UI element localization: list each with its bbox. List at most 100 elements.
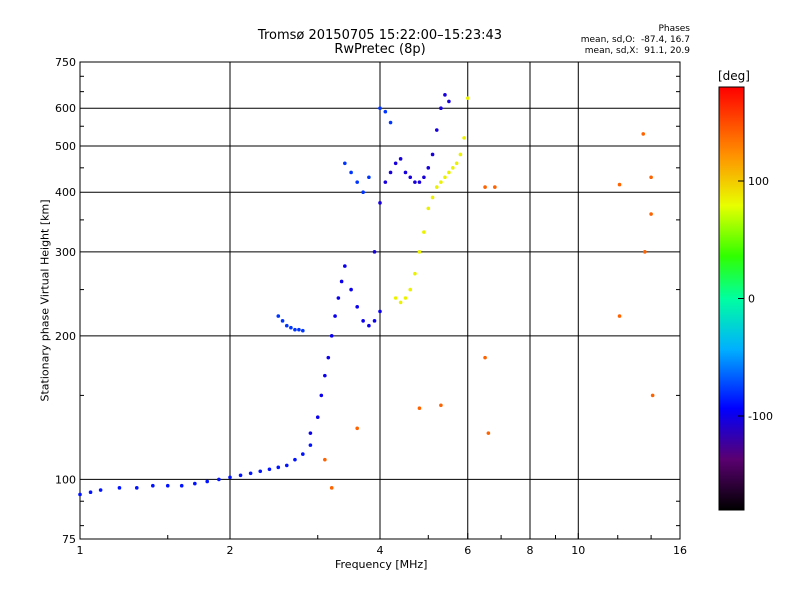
data-points: [78, 93, 655, 497]
data-point: [179, 483, 184, 488]
data-point: [315, 415, 320, 420]
data-point: [378, 201, 382, 205]
data-point: [650, 393, 655, 398]
data-point: [403, 170, 408, 175]
data-point: [276, 465, 281, 470]
data-point: [434, 185, 439, 189]
data-point: [326, 355, 331, 360]
data-point: [361, 319, 365, 323]
data-point: [465, 96, 470, 100]
data-point: [486, 431, 491, 435]
data-point: [349, 287, 353, 292]
data-point: [349, 170, 353, 175]
x-axis-label: Frequency [MHz]: [335, 558, 428, 571]
data-point: [439, 403, 443, 408]
x-tick-label: 1: [77, 544, 84, 557]
data-point: [319, 393, 324, 398]
data-point: [205, 479, 209, 484]
data-point: [301, 452, 305, 456]
data-point: [617, 314, 622, 318]
data-point: [430, 195, 435, 200]
y-tick-label: 600: [55, 102, 76, 115]
x-tick-label: 6: [464, 544, 471, 557]
data-point: [367, 323, 371, 328]
data-point: [355, 180, 359, 184]
y-tick-label: 75: [62, 533, 76, 546]
data-point: [447, 99, 451, 104]
x-tick-label: 8: [527, 544, 534, 557]
stats-header: Phases: [658, 24, 690, 34]
y-tick-label: 300: [55, 246, 76, 259]
data-point: [422, 230, 426, 234]
x-tick-label: 2: [227, 544, 234, 557]
data-point: [408, 175, 413, 180]
data-point: [308, 431, 313, 435]
data-point: [483, 355, 487, 360]
data-point: [439, 106, 443, 111]
data-point: [329, 486, 334, 490]
data-point: [417, 406, 422, 411]
data-point: [649, 212, 653, 216]
data-point: [443, 93, 447, 97]
colorbar: 100 0 -100: [718, 86, 773, 511]
data-point: [301, 328, 305, 333]
data-point: [228, 475, 232, 480]
data-point: [372, 250, 377, 254]
stats-line-x: mean, sd,X: 91.1, 20.9: [584, 46, 690, 56]
data-point: [308, 443, 313, 447]
x-tick-label: 10: [571, 544, 585, 557]
data-point: [383, 180, 388, 184]
data-point: [443, 175, 447, 180]
data-point: [339, 279, 344, 284]
data-point: [426, 166, 431, 170]
data-point: [454, 161, 459, 166]
y-tick-label: 500: [55, 140, 76, 153]
y-tick-label: 750: [55, 56, 76, 69]
data-point: [280, 319, 285, 323]
data-point: [462, 136, 466, 140]
data-point: [78, 492, 82, 497]
data-point: [378, 309, 382, 314]
data-point: [329, 334, 334, 338]
data-point: [293, 457, 297, 462]
data-point: [398, 300, 403, 305]
data-point: [238, 473, 243, 478]
data-point: [439, 180, 443, 184]
data-point: [403, 296, 408, 300]
data-point: [372, 319, 377, 323]
data-point: [641, 132, 646, 136]
data-point: [458, 152, 463, 157]
data-point: [284, 463, 289, 468]
data-point: [422, 175, 426, 180]
data-point: [378, 106, 382, 111]
colorbar-tick-label: 100: [748, 175, 769, 188]
data-point: [408, 287, 413, 292]
data-point: [398, 157, 403, 161]
data-point: [388, 170, 393, 175]
colorbar-unit-label: [deg]: [718, 69, 750, 83]
colorbar-tick-label: -100: [748, 410, 773, 423]
data-point: [417, 250, 422, 254]
data-point: [447, 170, 451, 175]
data-point: [413, 180, 417, 184]
data-point: [388, 120, 393, 125]
data-point: [98, 488, 103, 492]
data-point: [617, 182, 622, 187]
y-tick-label: 100: [55, 473, 76, 486]
data-point: [134, 486, 139, 490]
data-point: [649, 175, 653, 180]
data-point: [426, 206, 431, 211]
data-point: [355, 305, 359, 309]
data-point: [430, 152, 435, 157]
data-point: [88, 490, 93, 495]
data-point: [193, 481, 197, 486]
data-point: [417, 180, 422, 184]
data-point: [343, 161, 347, 166]
data-point: [483, 185, 487, 189]
data-point: [343, 264, 347, 268]
colorbar-tick-label: 0: [748, 293, 755, 306]
data-point: [284, 323, 289, 328]
data-point: [289, 325, 293, 330]
x-axis-ticks: 1 2 4 6 8 10 16: [77, 533, 687, 557]
